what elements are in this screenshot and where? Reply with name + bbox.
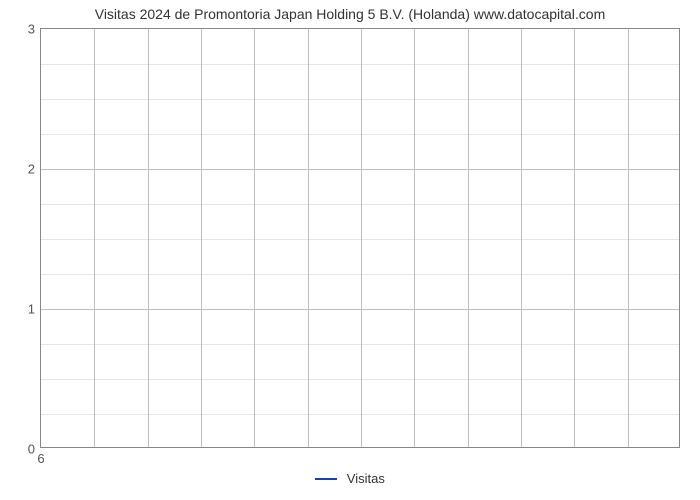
y-tick-label: 1 xyxy=(28,302,41,317)
grid-line-h-minor xyxy=(41,64,679,65)
grid-line-v-major xyxy=(254,29,255,447)
x-tick-label: 6 xyxy=(37,447,44,466)
plot-area: 01236 xyxy=(40,28,680,448)
legend: Visitas xyxy=(0,470,700,486)
grid-line-h-major xyxy=(41,309,679,310)
grid-line-v-major xyxy=(628,29,629,447)
grid-line-h-minor xyxy=(41,414,679,415)
grid-line-v-major xyxy=(468,29,469,447)
chart-container: Visitas 2024 de Promontoria Japan Holdin… xyxy=(0,0,700,500)
grid-line-h-minor xyxy=(41,204,679,205)
grid-line-h-minor xyxy=(41,344,679,345)
grid-line-h-minor xyxy=(41,379,679,380)
grid-line-v-major xyxy=(201,29,202,447)
grid-line-v-major xyxy=(574,29,575,447)
y-tick-label: 3 xyxy=(28,22,41,37)
grid-line-h-minor xyxy=(41,274,679,275)
legend-swatch xyxy=(315,478,337,480)
legend-label: Visitas xyxy=(347,471,385,486)
grid-line-v-major xyxy=(521,29,522,447)
grid-line-v-major xyxy=(414,29,415,447)
grid-line-h-major xyxy=(41,169,679,170)
grid-line-v-major xyxy=(361,29,362,447)
chart-title: Visitas 2024 de Promontoria Japan Holdin… xyxy=(0,6,700,22)
y-tick-label: 2 xyxy=(28,162,41,177)
grid-line-v-major xyxy=(94,29,95,447)
grid-line-h-minor xyxy=(41,134,679,135)
grid-line-v-major xyxy=(148,29,149,447)
grid-line-h-minor xyxy=(41,239,679,240)
grid-line-v-major xyxy=(308,29,309,447)
grid-line-h-minor xyxy=(41,99,679,100)
